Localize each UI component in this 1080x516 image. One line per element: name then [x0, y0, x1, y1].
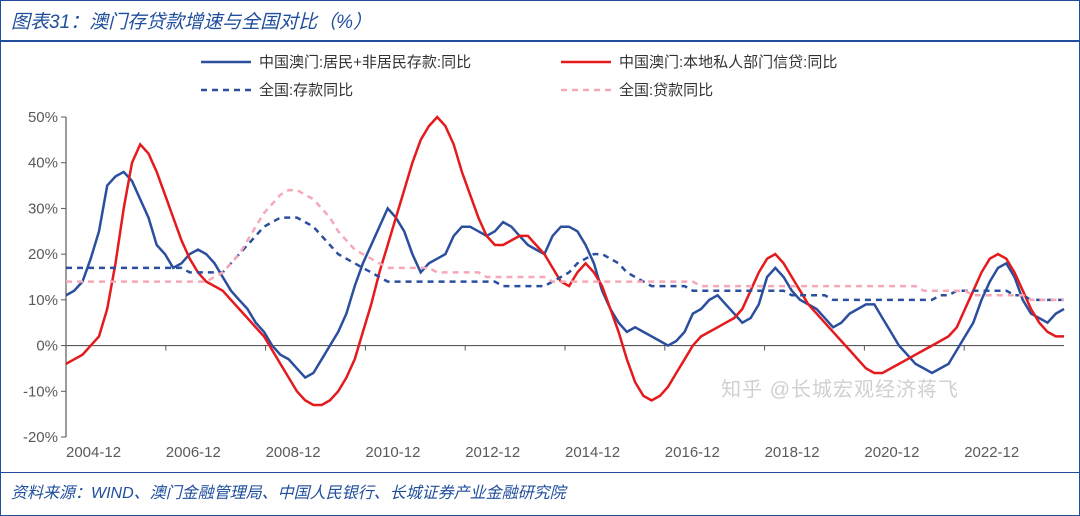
- svg-text:2010-12: 2010-12: [365, 444, 420, 461]
- svg-text:2016-12: 2016-12: [665, 444, 720, 461]
- svg-text:2012-12: 2012-12: [465, 444, 520, 461]
- svg-text:0%: 0%: [36, 338, 58, 355]
- svg-text:-20%: -20%: [23, 429, 58, 446]
- svg-text:2006-12: 2006-12: [166, 444, 221, 461]
- svg-text:全国:贷款同比: 全国:贷款同比: [619, 81, 713, 99]
- svg-text:2014-12: 2014-12: [565, 444, 620, 461]
- svg-text:中国澳门:本地私人部门信贷:同比: 中国澳门:本地私人部门信贷:同比: [619, 54, 837, 71]
- svg-text:2008-12: 2008-12: [266, 444, 321, 461]
- line-chart: -20% -10% 0% 10% 20% 30% 40% 50% 2004-12 2006-12 2…: [1, 42, 1079, 472]
- svg-text:2018-12: 2018-12: [765, 444, 820, 461]
- svg-text:30%: 30%: [28, 200, 58, 217]
- title-bar: 图表31：澳门存贷款增速与全国对比（%）: [1, 1, 1079, 42]
- source-text: 资料来源：WIND、澳门金融管理局、中国人民银行、长城证券产业金融研究院: [11, 485, 566, 502]
- chart-container: 图表31：澳门存贷款增速与全国对比（%） -20% -10% 0% 10% 20% 30%…: [0, 0, 1080, 516]
- svg-text:10%: 10%: [28, 292, 58, 309]
- svg-text:中国澳门:居民+非居民存款:同比: 中国澳门:居民+非居民存款:同比: [259, 54, 471, 71]
- source-bar: 资料来源：WIND、澳门金融管理局、中国人民银行、长城证券产业金融研究院: [1, 472, 1079, 509]
- svg-text:50%: 50%: [28, 109, 58, 126]
- chart-area: -20% -10% 0% 10% 20% 30% 40% 50% 2004-12 2006-12 2…: [1, 42, 1079, 472]
- svg-text:-10%: -10%: [23, 383, 58, 400]
- chart-title: 图表31：澳门存贷款增速与全国对比（%）: [11, 12, 372, 33]
- svg-text:2020-12: 2020-12: [864, 444, 919, 461]
- svg-text:全国:存款同比: 全国:存款同比: [259, 81, 353, 99]
- svg-text:20%: 20%: [28, 246, 58, 263]
- svg-text:2004-12: 2004-12: [66, 444, 121, 461]
- svg-text:2022-12: 2022-12: [964, 444, 1019, 461]
- svg-text:40%: 40%: [28, 155, 58, 172]
